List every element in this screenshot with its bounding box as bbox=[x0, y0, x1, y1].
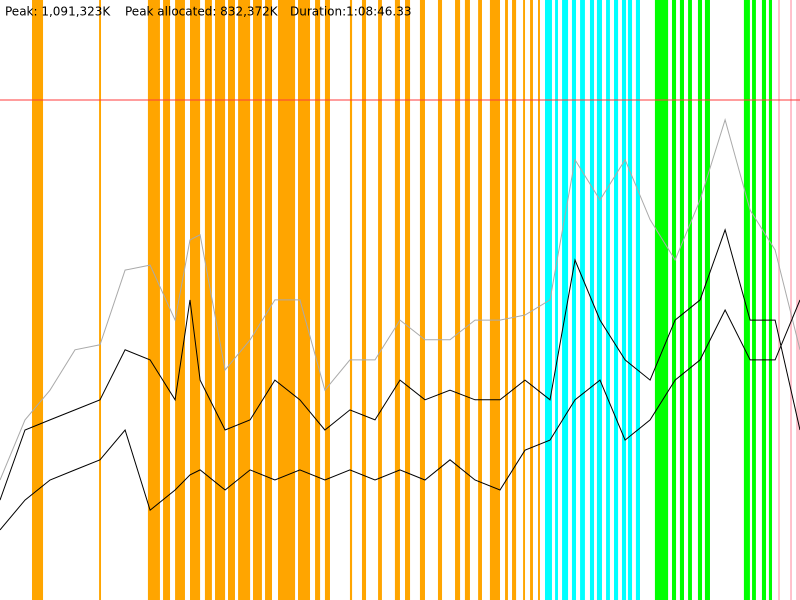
event-band bbox=[361, 0, 367, 600]
header: Peak: 1,091,323K Peak allocated: 832,372… bbox=[5, 5, 412, 19]
event-band bbox=[761, 0, 767, 600]
event-band bbox=[99, 0, 102, 600]
event-band bbox=[378, 0, 382, 600]
event-band bbox=[562, 0, 569, 600]
event-band bbox=[464, 0, 470, 600]
event-band bbox=[523, 0, 526, 600]
lines bbox=[0, 99, 800, 531]
event-band bbox=[688, 0, 692, 600]
peak-label: Peak: 1,091,323K bbox=[5, 5, 111, 19]
memory-line bbox=[0, 299, 800, 531]
event-band bbox=[796, 0, 800, 600]
event-band bbox=[580, 0, 585, 600]
event-band bbox=[530, 0, 533, 600]
event-band bbox=[614, 0, 619, 600]
event-band bbox=[238, 0, 251, 600]
event-band bbox=[437, 0, 443, 600]
peak-allocated-label: Peak allocated: 832,372K bbox=[125, 5, 279, 19]
event-band bbox=[227, 0, 235, 600]
event-band bbox=[478, 0, 482, 600]
event-band bbox=[349, 0, 353, 600]
event-band bbox=[265, 0, 273, 600]
memory-line bbox=[0, 118, 800, 481]
event-band bbox=[544, 0, 552, 600]
event-band bbox=[204, 0, 212, 600]
duration-label: Duration:1:08:46.33 bbox=[290, 5, 412, 19]
event-band bbox=[621, 0, 627, 600]
event-band bbox=[743, 0, 750, 600]
event-band bbox=[163, 0, 171, 600]
event-band bbox=[671, 0, 677, 600]
event-band bbox=[455, 0, 461, 600]
event-band bbox=[768, 0, 773, 600]
event-band bbox=[679, 0, 684, 600]
event-band bbox=[654, 0, 669, 600]
event-band bbox=[147, 0, 160, 600]
event-band bbox=[419, 0, 425, 600]
event-band bbox=[315, 0, 321, 600]
event-band bbox=[31, 0, 44, 600]
event-band bbox=[571, 0, 577, 600]
event-band bbox=[297, 0, 311, 600]
event-band bbox=[635, 0, 640, 600]
event-band bbox=[405, 0, 411, 600]
event-band bbox=[790, 0, 792, 600]
event-band bbox=[778, 0, 780, 600]
event-band bbox=[394, 0, 400, 600]
event-band bbox=[596, 0, 602, 600]
bands bbox=[31, 0, 800, 600]
event-band bbox=[253, 0, 262, 600]
event-band bbox=[175, 0, 185, 600]
event-band bbox=[512, 0, 517, 600]
event-band bbox=[505, 0, 508, 600]
event-band bbox=[555, 0, 558, 600]
event-band bbox=[489, 0, 501, 600]
event-band bbox=[538, 0, 540, 600]
event-band bbox=[752, 0, 756, 600]
event-band bbox=[704, 0, 710, 600]
event-band bbox=[324, 0, 330, 600]
memory-line bbox=[0, 228, 800, 501]
event-band bbox=[215, 0, 226, 600]
event-band bbox=[606, 0, 610, 600]
event-band bbox=[627, 0, 633, 600]
event-band bbox=[189, 0, 201, 600]
